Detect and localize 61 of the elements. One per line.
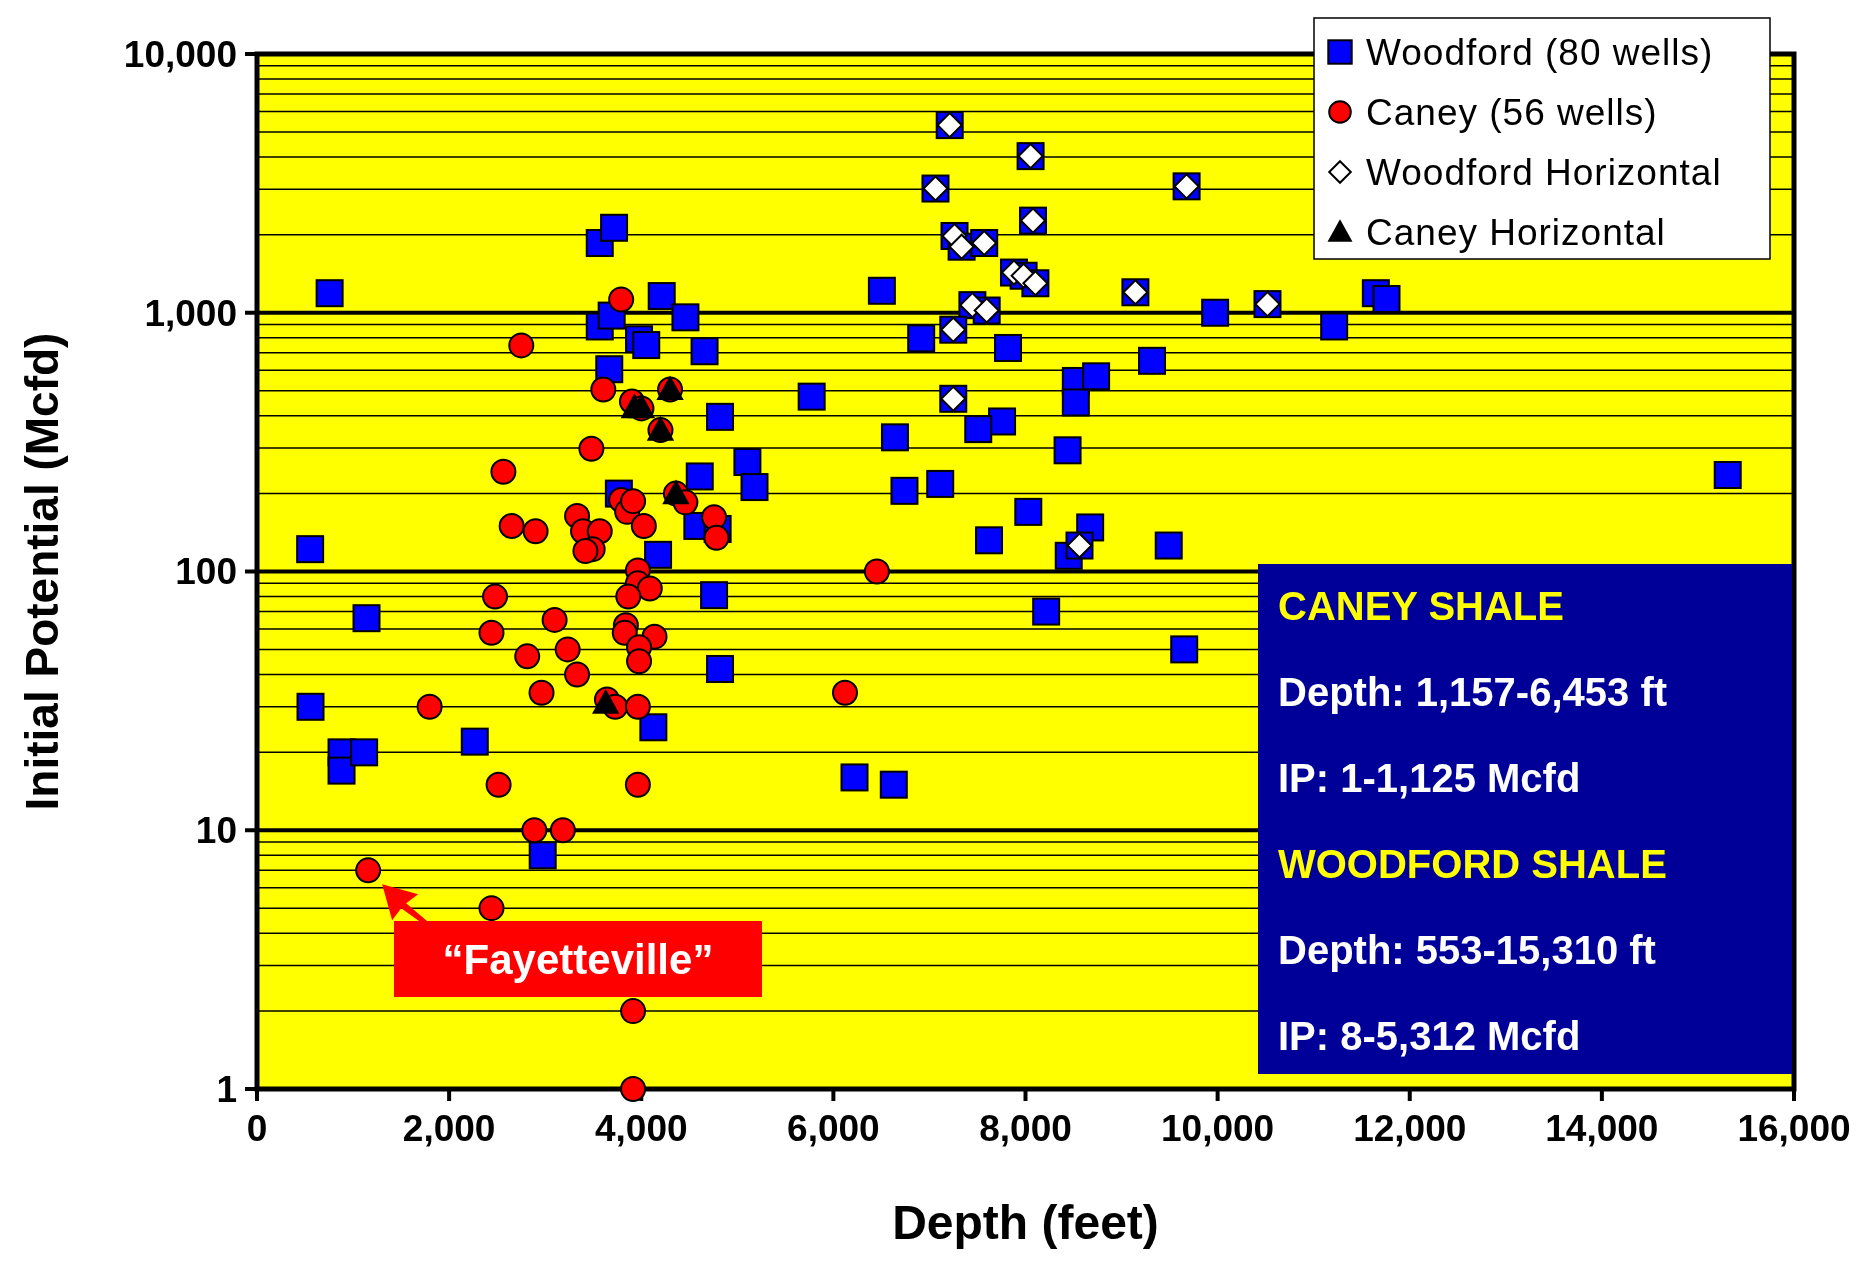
y-axis-title: Initial Potential (Mcfd) — [16, 332, 68, 811]
point — [832, 679, 858, 706]
annotation: “Fayetteville” — [442, 936, 714, 984]
point — [636, 575, 663, 602]
point — [490, 458, 517, 485]
point — [522, 518, 549, 545]
point — [528, 679, 555, 706]
point — [701, 504, 728, 531]
point — [521, 817, 548, 844]
annotation: Depth: 1,157-6,453 ft — [1278, 670, 1668, 714]
point — [478, 619, 505, 646]
annotation: CANEY SHALE — [1278, 584, 1564, 628]
point — [630, 512, 657, 539]
x-tick-label: 6,000 — [787, 1108, 880, 1149]
point — [508, 332, 535, 359]
point — [478, 895, 505, 922]
legend-label: Woodford Horizontal — [1366, 151, 1722, 193]
x-tick-label: 0 — [246, 1108, 268, 1149]
point — [564, 661, 591, 688]
y-tick-label: 10 — [195, 810, 237, 852]
point — [863, 558, 890, 585]
x-tick-label: 10,000 — [1161, 1108, 1275, 1149]
point — [626, 648, 653, 675]
point — [485, 771, 512, 798]
annotation: IP: 1-1,125 Mcfd — [1278, 756, 1581, 800]
point — [620, 488, 647, 515]
annotation: WOODFORD SHALE — [1278, 842, 1667, 886]
x-tick-label: 4,000 — [594, 1108, 688, 1149]
point — [355, 857, 382, 884]
y-tick-label: 10,000 — [123, 33, 237, 75]
point — [624, 693, 651, 720]
point — [514, 643, 541, 670]
point — [578, 435, 605, 462]
y-tick-label: 100 — [175, 551, 237, 593]
annotation: Depth: 553-15,310 ft — [1278, 928, 1656, 972]
point — [703, 524, 730, 551]
point — [549, 817, 576, 844]
x-tick-label: 2,000 — [402, 1108, 496, 1149]
y-tick-label: 1 — [216, 1068, 237, 1110]
annotation: IP: 8-5,312 Mcfd — [1278, 1014, 1581, 1058]
x-tick-label: 12,000 — [1353, 1108, 1467, 1149]
legend-label: Woodford (80 wells) — [1366, 31, 1714, 73]
point — [620, 1076, 647, 1102]
x-tick-label: 14,000 — [1545, 1108, 1659, 1149]
point — [572, 538, 599, 565]
point — [608, 286, 635, 313]
x-tick-label: 16,000 — [1737, 1108, 1851, 1149]
point — [498, 512, 525, 539]
legend-label: Caney Horizontal — [1366, 211, 1666, 253]
point — [541, 606, 568, 633]
point — [620, 998, 647, 1025]
point — [624, 771, 651, 798]
x-axis-title: Depth (feet) — [892, 1196, 1159, 1249]
point — [416, 693, 443, 720]
point — [590, 376, 617, 403]
legend-label: Caney (56 wells) — [1366, 91, 1658, 133]
y-tick-label: 1,000 — [144, 292, 237, 334]
point — [615, 583, 642, 610]
point — [482, 583, 509, 610]
point — [554, 636, 581, 663]
x-tick-label: 8,000 — [979, 1108, 1072, 1149]
